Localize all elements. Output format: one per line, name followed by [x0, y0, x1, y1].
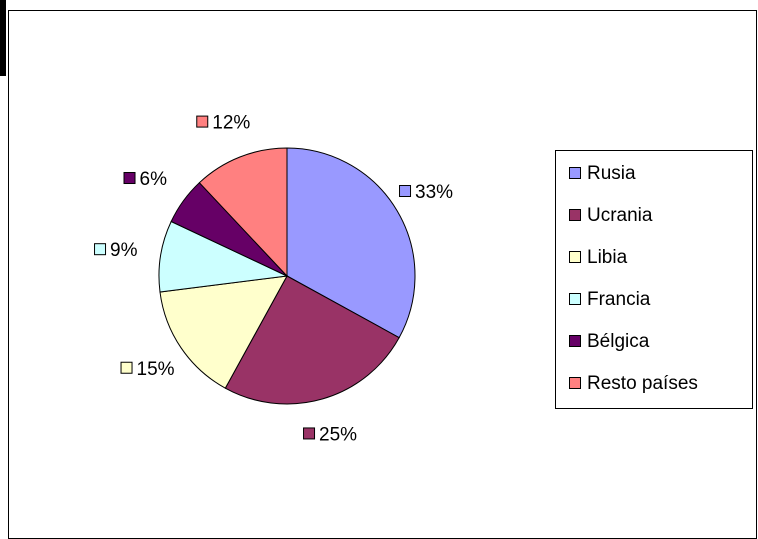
- label-swatch: [120, 361, 133, 374]
- legend-swatch: [569, 209, 581, 221]
- label-swatch: [196, 115, 209, 128]
- pie-slice: [224, 275, 400, 405]
- data-label: 9%: [110, 240, 138, 261]
- data-label: 33%: [415, 182, 453, 203]
- legend-label: Rusia: [587, 163, 636, 184]
- pie-slice: [286, 147, 416, 339]
- legend-label: Ucrania: [587, 205, 653, 226]
- data-label: 15%: [137, 359, 175, 380]
- legend-label: Libia: [587, 247, 628, 268]
- pie-slice: [159, 275, 288, 389]
- data-label: 12%: [212, 113, 250, 134]
- legend-swatch: [569, 377, 581, 389]
- legend-swatch: [569, 251, 581, 263]
- legend-label: Bélgica: [587, 331, 650, 352]
- legend-swatch: [569, 335, 581, 347]
- label-swatch: [123, 172, 136, 185]
- label-swatch: [399, 185, 412, 198]
- legend-label: Resto países: [587, 373, 698, 394]
- pie-slice: [198, 147, 288, 278]
- data-label: 25%: [319, 424, 357, 445]
- window-edge: [0, 0, 6, 76]
- legend-box: [555, 150, 753, 409]
- legend-swatch: [569, 293, 581, 305]
- legend-label: Francia: [587, 289, 651, 310]
- data-label: 6%: [140, 169, 168, 190]
- label-swatch: [303, 427, 316, 440]
- legend-swatch: [569, 167, 581, 179]
- label-swatch: [94, 243, 107, 256]
